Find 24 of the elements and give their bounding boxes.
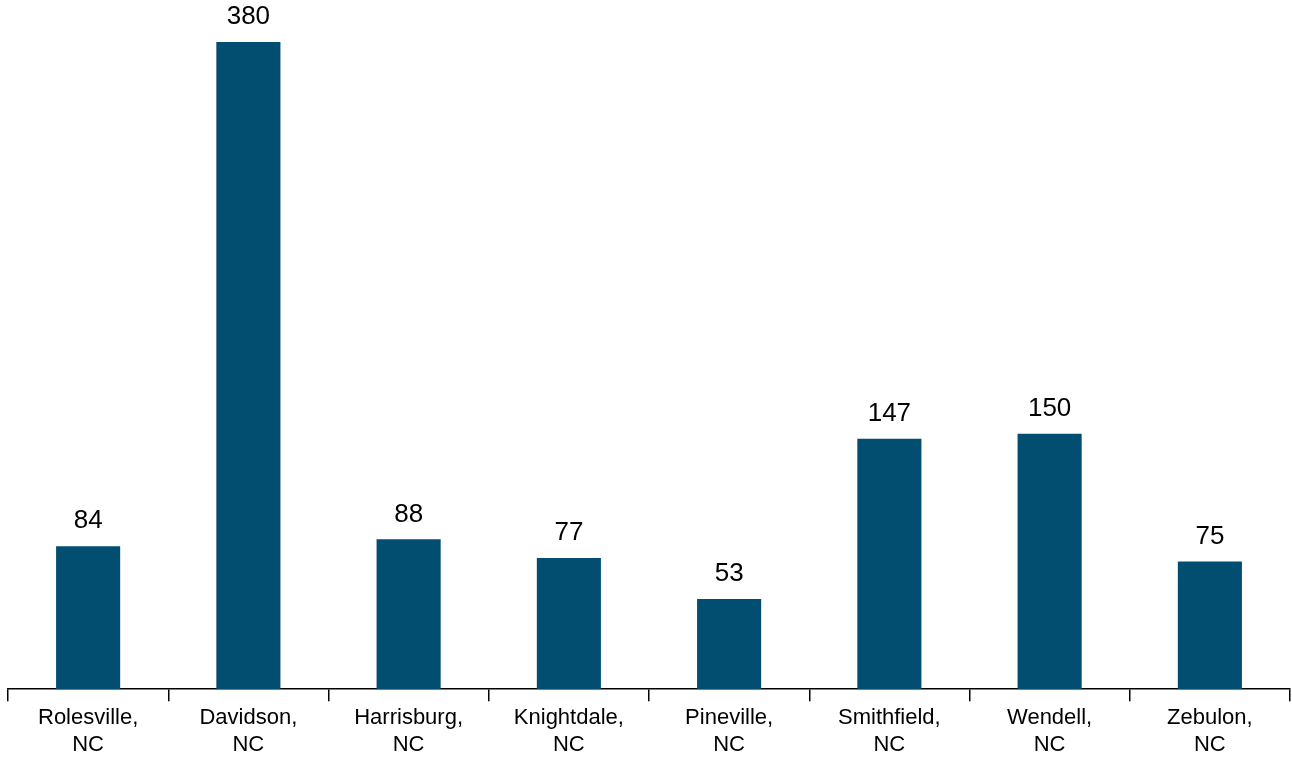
x-tick-label: Harrisburg, NC [354,704,464,756]
data-label: 84 [73,504,103,535]
bar [216,42,281,690]
bar [857,438,922,690]
x-tick-label: Rolesville, NC [37,704,139,756]
bar [1017,433,1082,690]
x-tick-label: Knightdale, NC [513,704,624,756]
bar [697,598,762,690]
data-label: 88 [394,497,424,528]
bar [376,539,441,690]
data-label: 75 [1195,519,1225,550]
bar [56,546,121,690]
x-tick-label: Wendell, NC [1007,704,1093,756]
data-label: 147 [867,397,912,428]
data-label: 380 [226,0,271,31]
x-tick-label: Zebulon, NC [1167,704,1253,756]
data-label: 53 [714,557,744,588]
data-label: 150 [1027,391,1072,422]
x-tick-label: Smithfield, NC [838,704,941,756]
data-label: 77 [554,516,584,547]
x-tick-label: Davidson, NC [199,704,298,756]
bar [1177,561,1242,690]
bar [536,558,601,690]
x-tick-label: Pineville, NC [685,704,774,756]
